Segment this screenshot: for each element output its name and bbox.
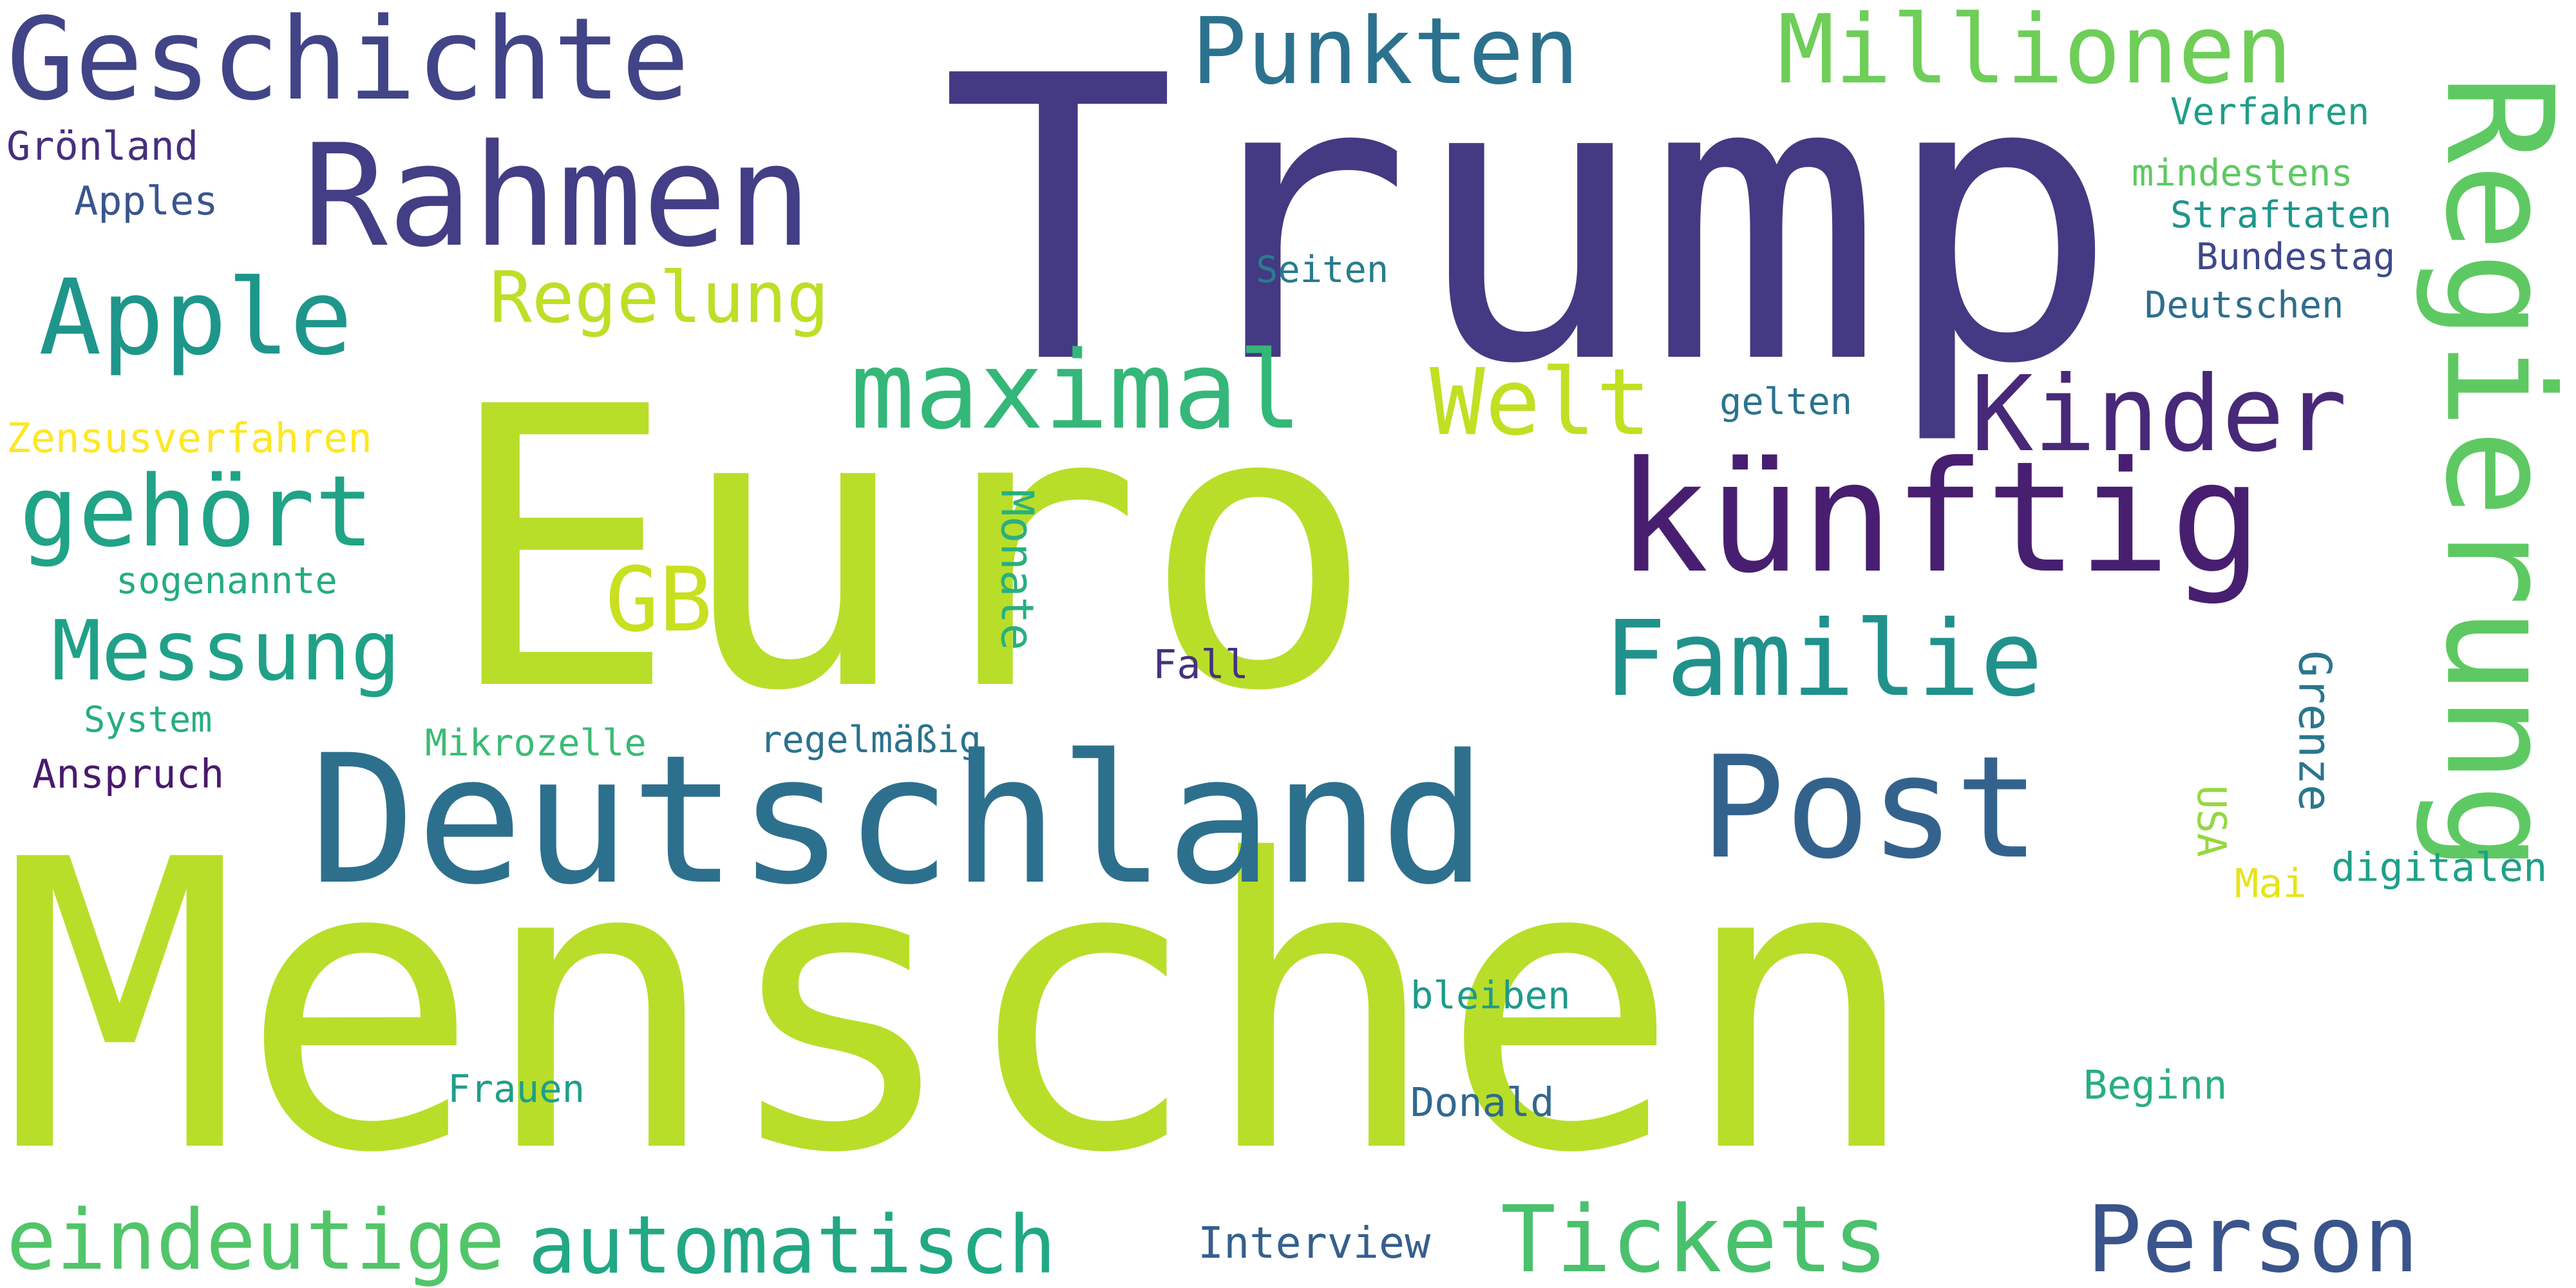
cloud-word: Bundestag — [2196, 236, 2396, 279]
cloud-word: Anspruch — [32, 750, 225, 797]
cloud-word: Monate — [990, 489, 1043, 650]
cloud-word: Interview — [1198, 1217, 1431, 1268]
cloud-word: Millionen — [1777, 0, 2293, 105]
cloud-word: Mikrozelle — [425, 722, 647, 765]
cloud-word: Apple — [39, 258, 353, 379]
cloud-word: Kinder — [1971, 354, 2347, 476]
cloud-word: Straftaten — [2170, 194, 2392, 237]
cloud-word: digitalen — [2331, 844, 2548, 891]
cloud-word: maximal — [850, 328, 1303, 454]
cloud-word: Zensusverfahren — [6, 414, 372, 462]
cloud-word: Grenze — [2288, 650, 2340, 811]
cloud-word: Geschichte — [6, 0, 690, 126]
cloud-word: gehört — [19, 454, 374, 569]
cloud-word: Welt — [1430, 348, 1652, 456]
cloud-word: Trump — [940, 0, 2119, 450]
cloud-word: Familie — [1604, 599, 2043, 721]
cloud-word: Deutschen — [2145, 284, 2344, 327]
cloud-word: Regierung — [2413, 74, 2576, 873]
cloud-word: Post — [1700, 726, 2040, 891]
cloud-word: GB — [605, 548, 713, 652]
cloud-word: bleiben — [1410, 973, 1571, 1018]
cloud-word: gelten — [1719, 381, 1853, 424]
cloud-word: künftig — [1616, 428, 2263, 607]
cloud-word: USA — [2188, 785, 2235, 857]
cloud-word: Mai — [2235, 860, 2307, 907]
cloud-word: System — [84, 699, 213, 741]
cloud-word: Donald — [1410, 1079, 1555, 1126]
cloud-word: sogenannte — [116, 560, 337, 603]
cloud-word: automatisch — [528, 1199, 1056, 1288]
cloud-word: Beginn — [2083, 1061, 2228, 1108]
cloud-word: Grönland — [6, 122, 199, 169]
cloud-word: Seiten — [1256, 249, 1389, 292]
cloud-word: eindeutige — [6, 1193, 506, 1288]
cloud-word: Regelung — [489, 256, 829, 339]
cloud-word: Frauen — [448, 1066, 585, 1112]
cloud-word: Fall — [1153, 641, 1249, 688]
cloud-word: Tickets — [1501, 1185, 1889, 1288]
cloud-word: Punkten — [1191, 0, 1580, 105]
cloud-word: Deutschland — [309, 717, 1488, 924]
cloud-word: Messung — [52, 603, 401, 700]
cloud-word: Apples — [74, 177, 218, 224]
cloud-word: regelmäßig — [760, 719, 981, 762]
cloud-word: Verfahren — [2170, 91, 2370, 134]
cloud-word: Menschen — [0, 775, 1920, 1240]
cloud-word: Euro — [444, 325, 1375, 775]
cloud-word: mindestens — [2132, 152, 2353, 195]
cloud-word: Person — [2087, 1185, 2420, 1288]
cloud-word: Rahmen — [303, 114, 813, 279]
